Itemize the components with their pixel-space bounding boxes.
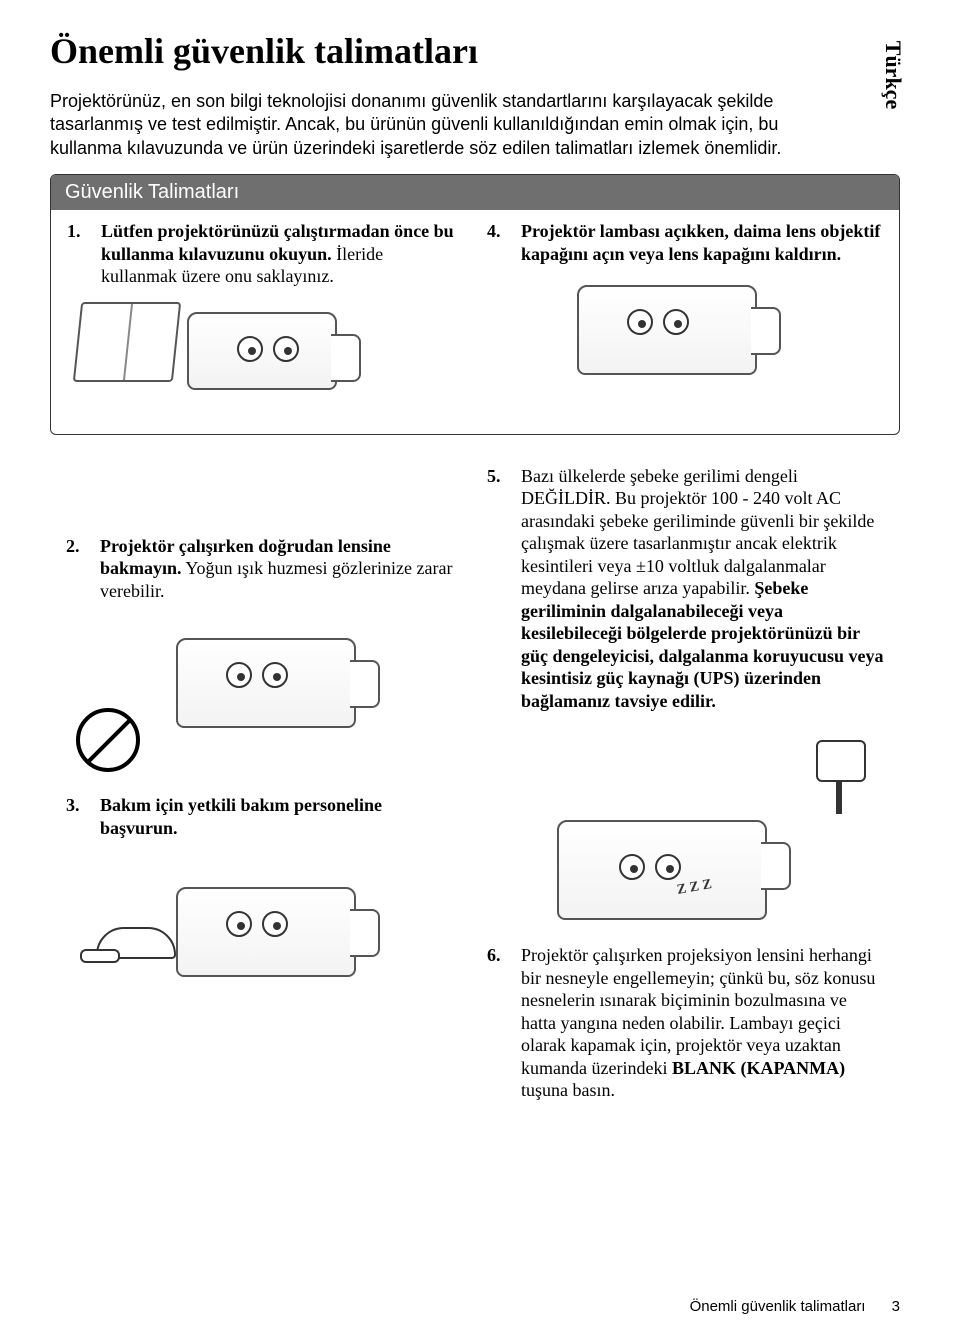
instruction-5: 5. Bazı ülkelerde şebeke gerilimi dengel… bbox=[487, 465, 884, 713]
instr-num: 6. bbox=[487, 944, 509, 1102]
instr-num: 2. bbox=[66, 535, 88, 603]
instruction-2: 2. Projektör çalışırken doğrudan lensine… bbox=[66, 535, 463, 603]
instruction-6: 6. Projektör çalışırken projeksiyon lens… bbox=[487, 944, 884, 1102]
instr-num: 4. bbox=[487, 220, 509, 265]
instr-bold: Lütfen projektörünüzü çalıştırmadan önce… bbox=[101, 221, 454, 264]
projector-icon bbox=[187, 312, 337, 390]
spacer bbox=[66, 465, 463, 535]
instr-text: Projektör çalışırken doğrudan lensine ba… bbox=[100, 535, 463, 603]
instr-num: 5. bbox=[487, 465, 509, 713]
intro-text: Projektörünüz, en son bilgi teknolojisi … bbox=[50, 90, 812, 160]
instr-bold: BLANK (KAPANMA) bbox=[672, 1058, 845, 1078]
prohibited-icon bbox=[76, 708, 140, 772]
page-footer: Önemli güvenlik talimatları 3 bbox=[690, 1298, 900, 1315]
col-right: 5. Bazı ülkelerde şebeke gerilimi dengel… bbox=[487, 465, 884, 1114]
eyes-icon bbox=[619, 854, 689, 884]
instruction-3: 3. Bakım için yetkili bakım personeline … bbox=[66, 794, 463, 839]
eyes-icon bbox=[237, 336, 307, 366]
projector-icon bbox=[557, 820, 767, 920]
intro-row: Projektörünüz, en son bilgi teknolojisi … bbox=[50, 90, 900, 160]
plug-icon bbox=[816, 740, 866, 782]
cap-icon bbox=[96, 927, 176, 959]
eyes-icon bbox=[226, 662, 296, 692]
lower-columns: 2. Projektör çalışırken doğrudan lensine… bbox=[50, 465, 900, 1114]
instr-text: Projektör çalışırken projeksiyon lensini… bbox=[521, 944, 884, 1102]
figure-ups: Z Z Z bbox=[487, 730, 884, 930]
instr-bold: Projektör lambası açıkken, daima lens ob… bbox=[521, 221, 880, 264]
col-left: 2. Projektör çalışırken doğrudan lensine… bbox=[66, 465, 463, 1114]
box-right: 4. Projektör lambası açıkken, daima lens… bbox=[487, 220, 883, 418]
instruction-4: 4. Projektör lambası açıkken, daima lens… bbox=[487, 220, 883, 265]
safety-box-header: Güvenlik Talimatları bbox=[51, 175, 899, 210]
instr-text: Bakım için yetkili bakım personeline baş… bbox=[100, 794, 463, 839]
eyes-icon bbox=[226, 911, 296, 941]
projector-icon bbox=[577, 285, 757, 375]
instr-text: Lütfen projektörünüzü çalıştırmadan önce… bbox=[101, 220, 463, 288]
figure-manual-book bbox=[67, 294, 463, 404]
instr-rest: tuşuna basın. bbox=[521, 1080, 615, 1100]
instr-text: Bazı ülkelerde şebeke gerilimi dengeli D… bbox=[521, 465, 884, 713]
projector-icon bbox=[176, 638, 356, 728]
book-icon bbox=[73, 302, 181, 382]
footer-text: Önemli güvenlik talimatları bbox=[690, 1298, 866, 1315]
safety-box-body: 1. Lütfen projektörünüzü çalıştırmadan ö… bbox=[51, 210, 899, 418]
page-title: Önemli güvenlik talimatları bbox=[50, 30, 900, 72]
projector-icon bbox=[176, 887, 356, 977]
safety-box: Güvenlik Talimatları 1. Lütfen projektör… bbox=[50, 174, 900, 435]
figure-dont-look bbox=[66, 620, 463, 780]
instr-num: 1. bbox=[67, 220, 89, 288]
instr-num: 3. bbox=[66, 794, 88, 839]
language-badge: Türkçe bbox=[876, 40, 910, 110]
page-number: 3 bbox=[892, 1298, 900, 1315]
figure-lens-cap bbox=[487, 271, 883, 381]
box-left: 1. Lütfen projektörünüzü çalıştırmadan ö… bbox=[67, 220, 463, 418]
eyes-icon bbox=[627, 309, 697, 339]
figure-service bbox=[66, 857, 463, 1017]
instr-text: Projektör lambası açıkken, daima lens ob… bbox=[521, 220, 883, 265]
instr-pre: Bazı ülkelerde şebeke gerilimi dengeli D… bbox=[521, 466, 874, 599]
instr-bold: Bakım için yetkili bakım personeline baş… bbox=[100, 795, 382, 838]
instruction-1: 1. Lütfen projektörünüzü çalıştırmadan ö… bbox=[67, 220, 463, 288]
